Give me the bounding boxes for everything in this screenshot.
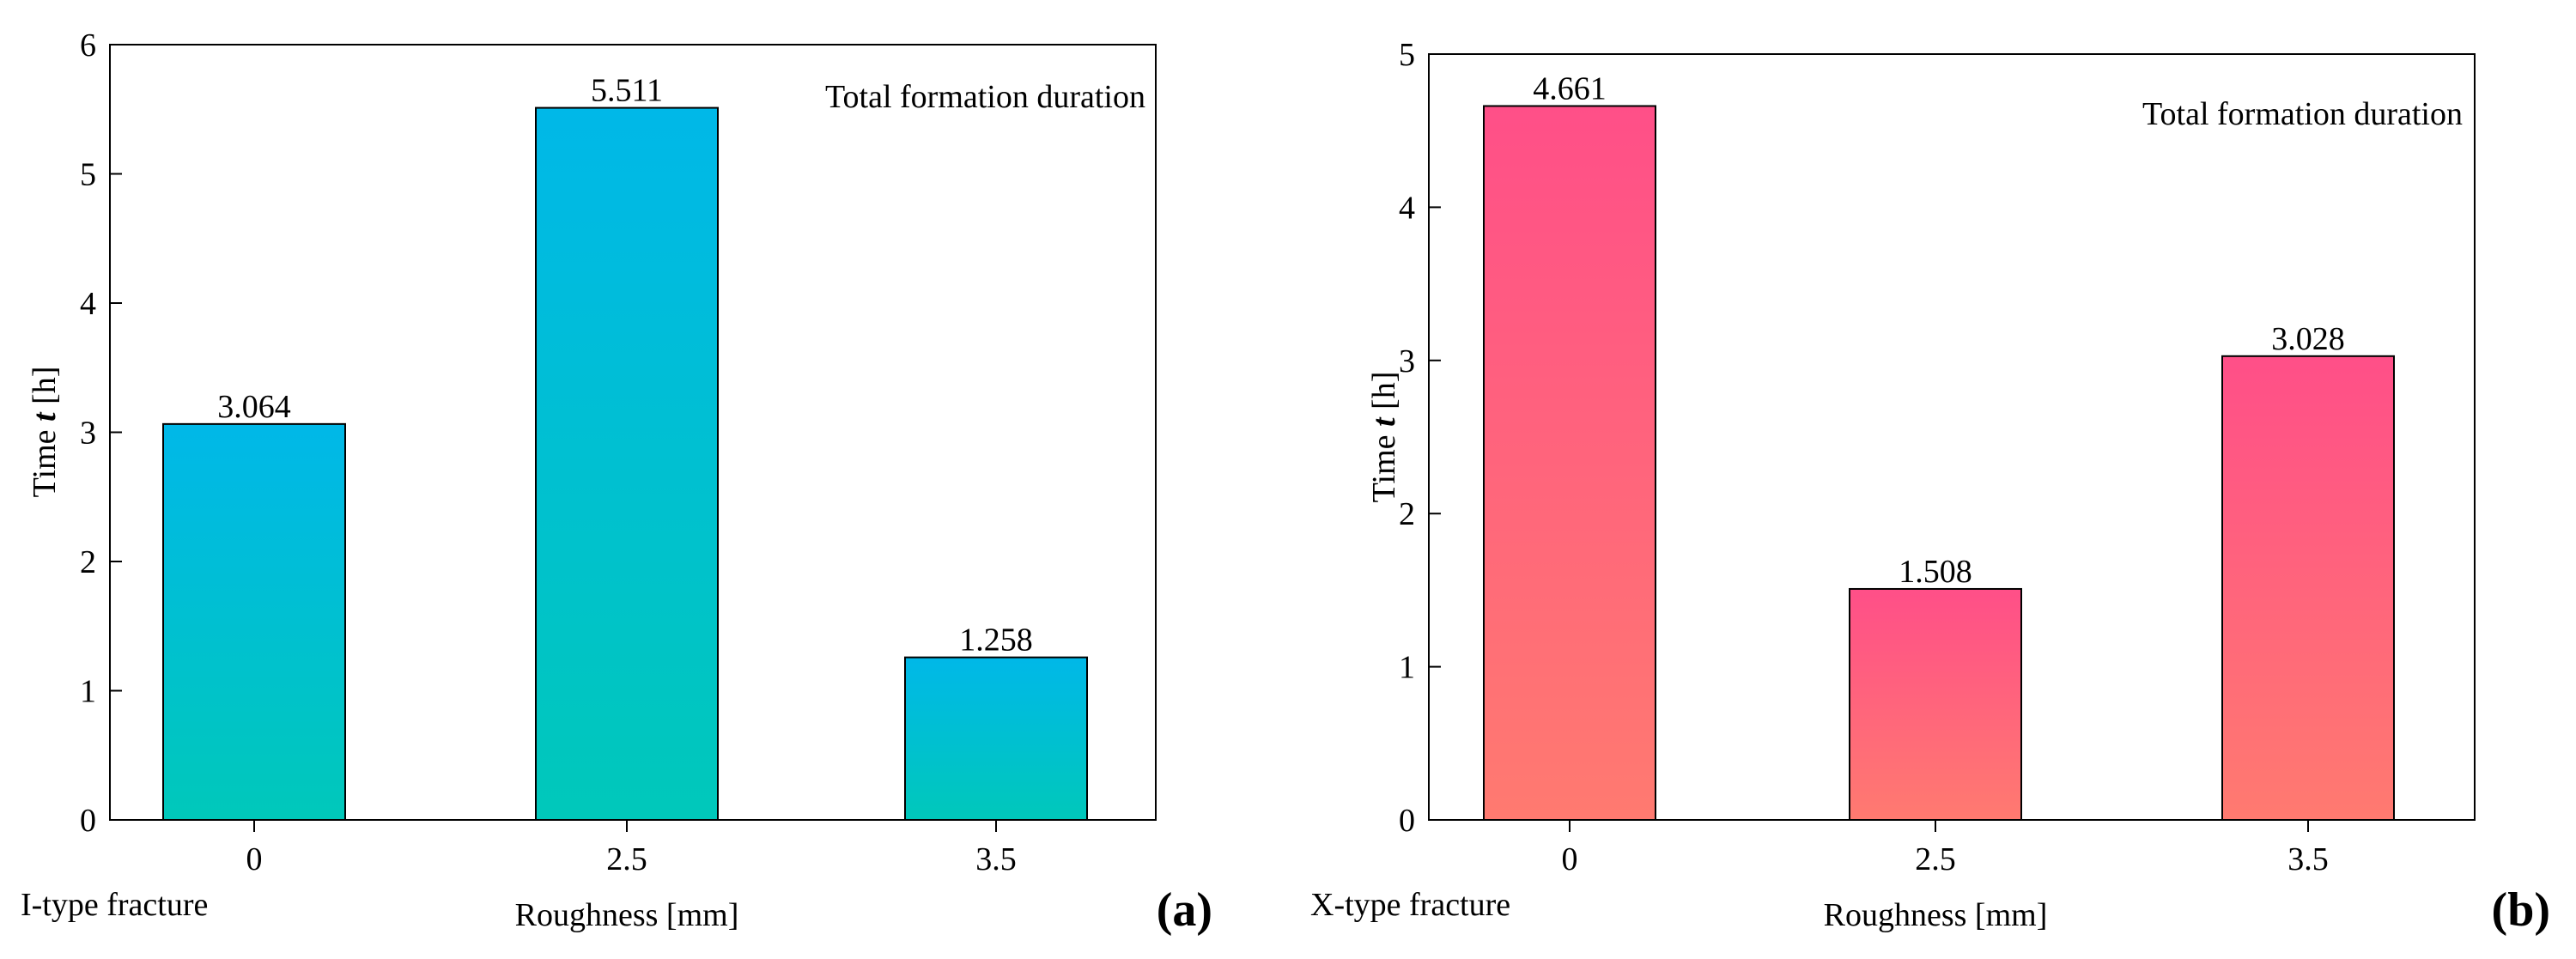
x-tick-label: 2.5 bbox=[1915, 841, 1956, 877]
fracture-label-b: X-type fracture bbox=[1310, 887, 1510, 923]
y-tick-label: 3 bbox=[80, 416, 96, 452]
bar bbox=[904, 656, 1088, 822]
bar-value-label: 3.028 bbox=[2271, 321, 2345, 357]
x-tick-label: 3.5 bbox=[975, 841, 1017, 877]
annotation-b: Total formation duration bbox=[2142, 96, 2463, 132]
y-axis-ticks-b: 0 1 2 3 4 5 bbox=[1399, 37, 1441, 839]
y-axis-ticks-a: 0 1 2 3 4 5 6 bbox=[80, 27, 122, 839]
y-tick-label: 1 bbox=[1399, 650, 1415, 686]
bar-series-a: 3.064 5.511 1.258 bbox=[162, 73, 1088, 822]
x-axis-ticks-a: 0 2.5 3.5 bbox=[246, 820, 1017, 877]
y-axis-label-a: Time t [h] bbox=[27, 367, 63, 498]
chart-panel-a: 0 1 2 3 4 5 6 0 2.5 3.5 3.064 5.511 1.258 Total fo… bbox=[21, 27, 1212, 937]
y-tick-label: 4 bbox=[1399, 190, 1415, 226]
x-axis-ticks-b: 0 2.5 3.5 bbox=[1562, 820, 2329, 877]
y-tick-label: 3 bbox=[1399, 343, 1415, 379]
panel-label-b: (b) bbox=[2492, 883, 2550, 937]
bar-value-label: 1.258 bbox=[959, 622, 1033, 659]
bar-value-label: 4.661 bbox=[1533, 70, 1607, 106]
y-tick-label: 0 bbox=[80, 803, 96, 839]
y-tick-label: 1 bbox=[80, 674, 96, 710]
y-tick-label: 5 bbox=[80, 157, 96, 193]
chart-panel-b: 0 1 2 3 4 5 0 2.5 3.5 4.661 1.508 3.028 Total for… bbox=[1310, 37, 2550, 937]
y-tick-label: 6 bbox=[80, 27, 96, 64]
y-axis-label-b: Time t [h] bbox=[1366, 372, 1402, 503]
y-tick-label: 5 bbox=[1399, 37, 1415, 73]
bar bbox=[162, 422, 346, 821]
bar-value-label: 5.511 bbox=[591, 73, 663, 109]
x-tick-label: 0 bbox=[1562, 841, 1578, 877]
annotation-a: Total formation duration bbox=[825, 79, 1145, 115]
fracture-label-a: I-type fracture bbox=[21, 887, 208, 923]
bar bbox=[2221, 355, 2395, 821]
x-axis-label-a: Roughness [mm] bbox=[515, 897, 739, 933]
y-tick-label: 2 bbox=[80, 544, 96, 580]
x-tick-label: 0 bbox=[246, 841, 263, 877]
bar-value-label: 3.064 bbox=[217, 389, 291, 425]
bar bbox=[535, 106, 719, 822]
panel-label-a: (a) bbox=[1157, 883, 1212, 937]
y-tick-label: 0 bbox=[1399, 803, 1415, 839]
y-tick-label: 4 bbox=[80, 286, 96, 322]
bar bbox=[1849, 587, 2022, 821]
x-tick-label: 3.5 bbox=[2287, 841, 2329, 877]
x-tick-label: 2.5 bbox=[606, 841, 647, 877]
bar bbox=[1483, 105, 1656, 821]
x-axis-label-b: Roughness [mm] bbox=[1824, 897, 2048, 933]
bar-value-label: 1.508 bbox=[1899, 554, 1972, 590]
bar-series-b: 4.661 1.508 3.028 bbox=[1483, 70, 2395, 821]
y-tick-label: 2 bbox=[1399, 496, 1415, 532]
